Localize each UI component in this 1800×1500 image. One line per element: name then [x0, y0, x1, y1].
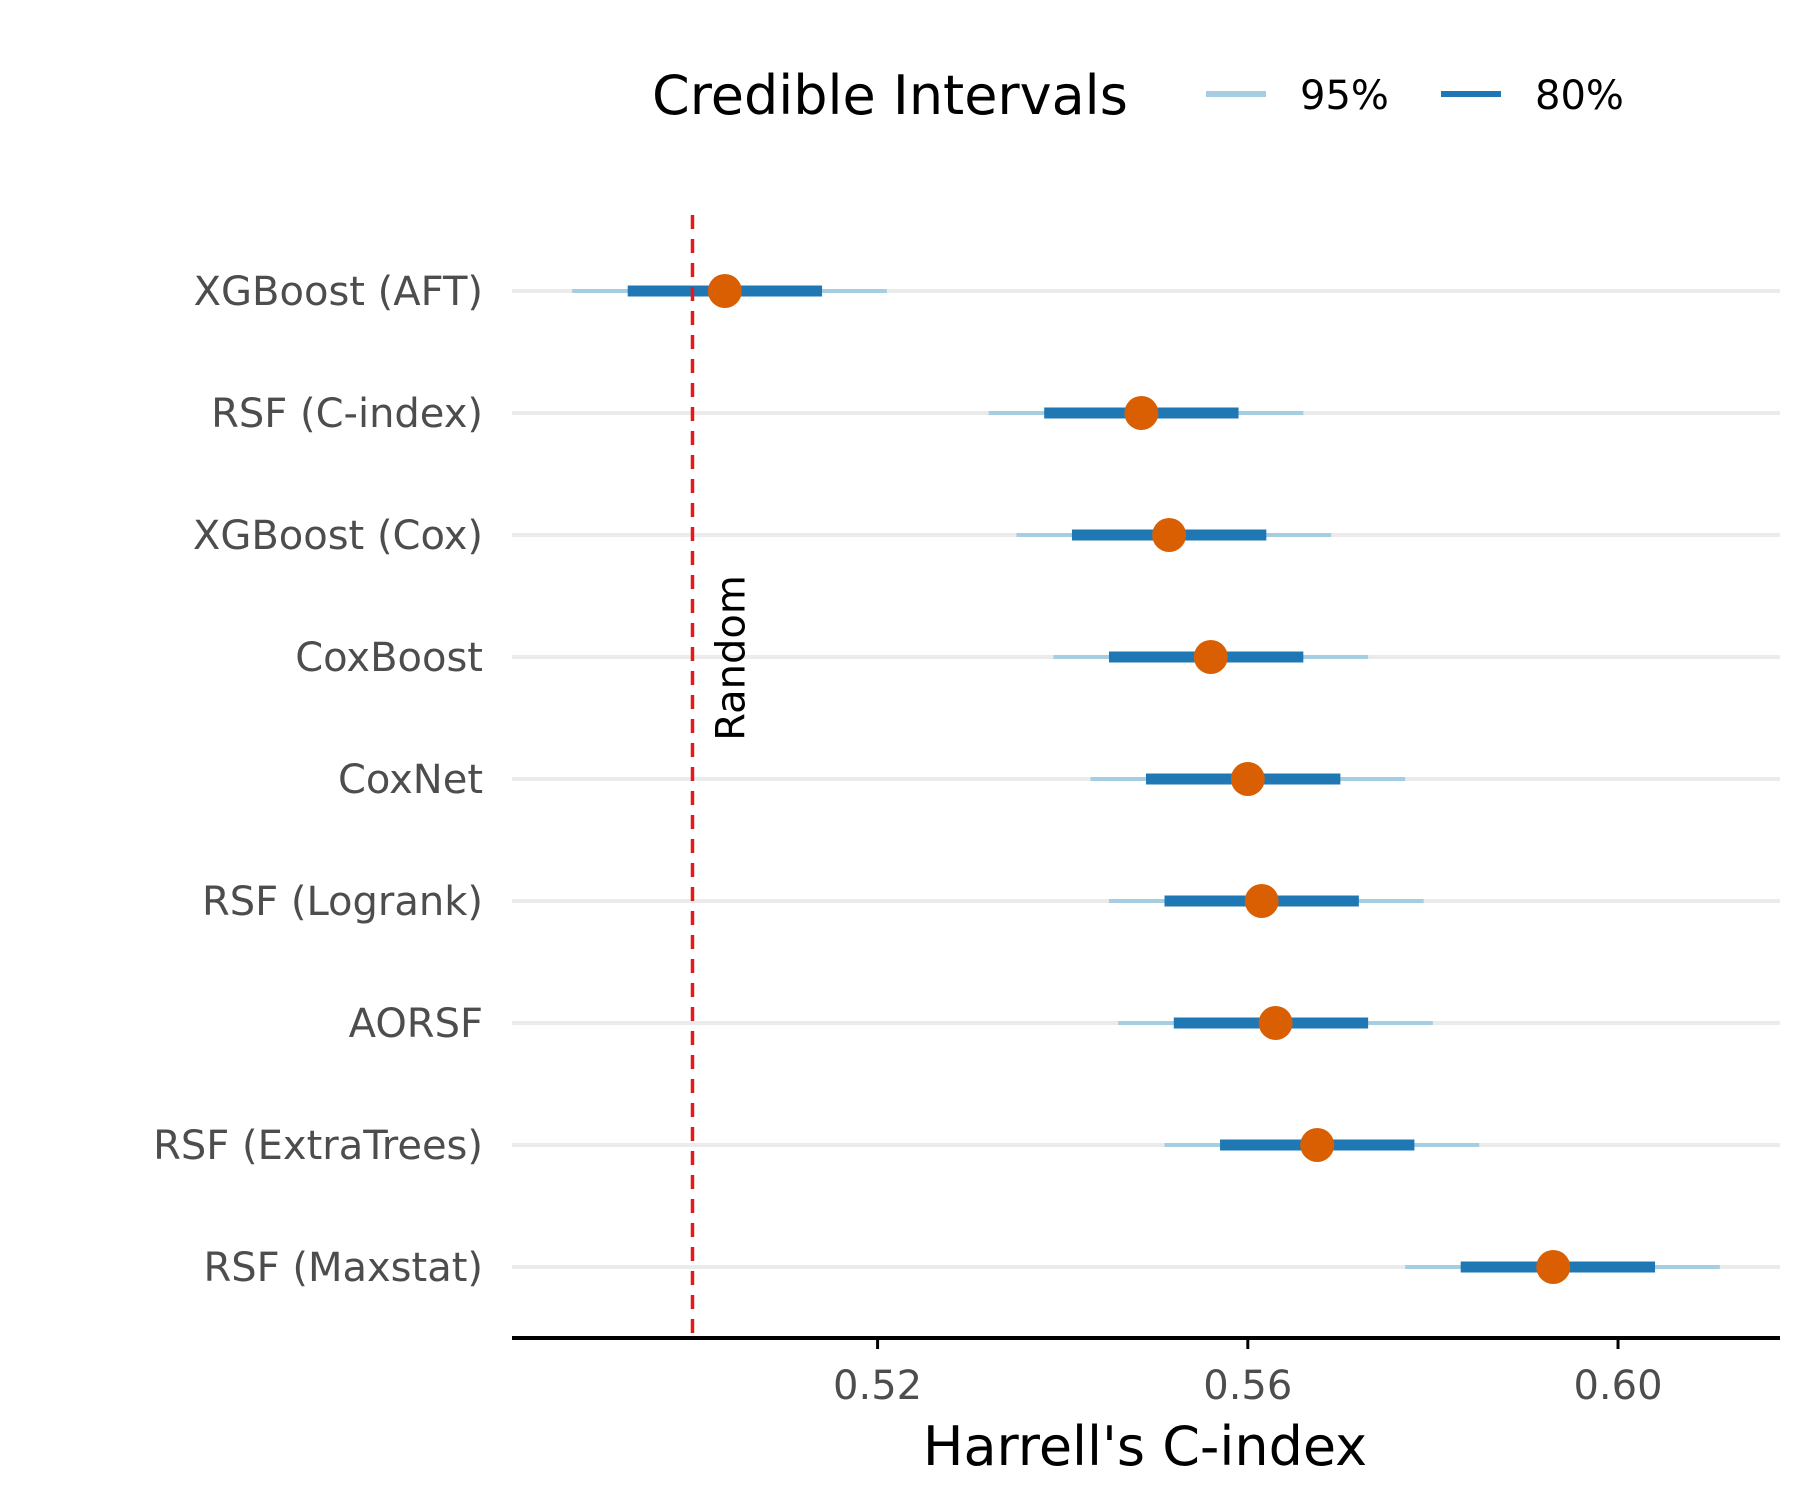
category-label: RSF (Maxstat) [203, 1245, 483, 1291]
point-estimate [1230, 762, 1265, 796]
category-label: CoxBoost [295, 635, 483, 681]
legend-title: Credible Intervals [652, 64, 1128, 127]
x-tick-label: 0.56 [1203, 1363, 1292, 1409]
legend-label-95: 95% [1300, 73, 1389, 119]
category-label: AORSF [349, 1001, 483, 1047]
y-axis-labels: XGBoost (AFT) RSF (C-index) XGBoost (Cox) C… [153, 269, 483, 1291]
x-axis-ticks: 0.52 0.56 0.60 [833, 1338, 1663, 1409]
point-estimate [1300, 1128, 1335, 1162]
point-estimate [1536, 1250, 1571, 1284]
legend: Credible Intervals 95% 80% [652, 64, 1624, 127]
point-estimate [1193, 640, 1228, 674]
x-tick-label: 0.52 [833, 1363, 922, 1409]
point-estimate [1152, 518, 1187, 552]
point-estimate [1258, 1006, 1293, 1040]
category-label: XGBoost (AFT) [194, 269, 483, 315]
x-axis-title: Harrell's C-index [923, 1415, 1367, 1478]
x-tick-label: 0.60 [1573, 1363, 1662, 1409]
category-label: XGBoost (Cox) [193, 513, 483, 559]
point-estimate [707, 274, 742, 308]
point-estimate [1244, 884, 1279, 918]
category-label: RSF (ExtraTrees) [153, 1123, 483, 1169]
legend-label-80: 80% [1535, 73, 1624, 119]
points [707, 274, 1571, 1284]
category-label: RSF (C-index) [211, 391, 483, 437]
reference-line-group: Random [690, 215, 754, 1336]
category-label: CoxNet [338, 757, 483, 803]
category-label: RSF (Logrank) [202, 879, 483, 925]
reference-label: Random [708, 575, 754, 741]
point-estimate [1124, 396, 1159, 430]
